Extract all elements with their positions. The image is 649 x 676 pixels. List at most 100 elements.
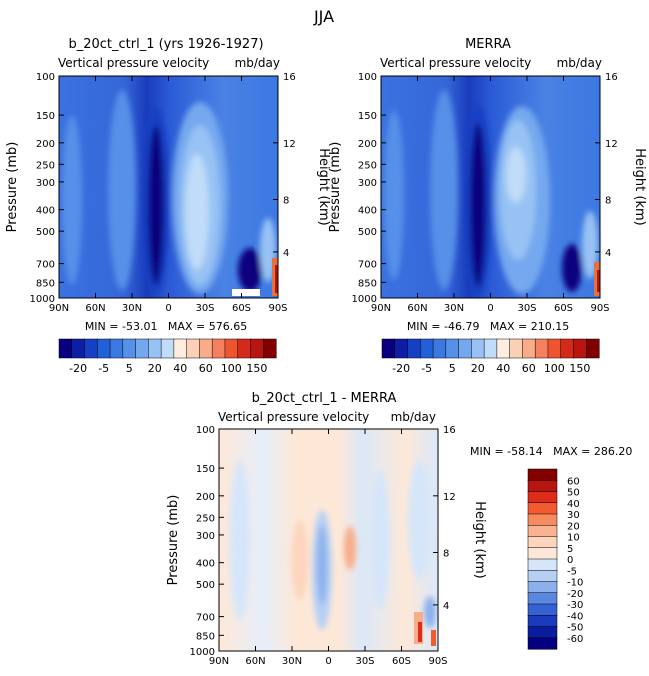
colorbar-swatch [527,570,558,583]
colorbar-swatch [527,581,558,594]
x-tick-label: 60N [85,303,105,314]
colorbar-swatch [527,536,558,549]
y-tick-label: 400 [358,206,377,217]
y-axis-label: Pressure (mb) [328,142,343,233]
field-neg-south-surface [424,596,436,628]
x-tick-label: 90N [371,303,391,314]
field-subsidence-core [470,123,486,287]
panel-title: b_20ct_ctrl_1 - MERRA [252,391,397,406]
colorbar-swatch [186,338,200,359]
colorbar-swatch [527,525,558,538]
y-tick-label: 300 [196,531,215,542]
colorbar-swatch [527,592,558,605]
y-tick-label: 200 [196,492,215,503]
colorbar-swatch [420,338,434,359]
y-tick-label: 1000 [190,647,215,658]
y-tick-label-right: 16 [605,72,618,83]
contour-field [219,429,438,651]
colorbar-label: 150 [569,362,590,375]
colorbar-swatch [527,626,558,639]
colorbar-label: -5 [98,362,109,375]
colorbar-label: -5 [567,566,577,577]
y-tick-label-right: 4 [283,248,289,259]
y-ticks-left: 100 150 200 250 300 400 500 700 850 1000 [190,425,224,658]
panel-title: b_20ct_ctrl_1 (yrs 1926-1927) [68,37,263,52]
colorbar-swatch [109,338,124,359]
x-tick-label: 90S [268,303,287,314]
x-tick-label: 60N [407,303,427,314]
y-tick-label: 150 [36,111,55,122]
panel-subtitle-left: Vertical pressure velocity [58,56,209,70]
field-subsidence-core [148,125,164,285]
y-axis-label: Pressure (mb) [166,495,181,586]
y-tick-label: 400 [196,559,215,570]
colorbar-swatch [496,338,511,359]
colorbar-label: 5 [567,544,573,555]
y-axis-label-right: Height (km) [316,148,331,225]
colorbar-swatch [394,338,409,359]
y-tick-label: 250 [36,160,55,171]
x-tick-label: 0 [325,656,331,667]
colorbar: -20 -5 5 20 40 60 100 150 [58,338,277,375]
colorbar-swatch [381,338,396,359]
x-tick-label: 0 [165,303,171,314]
colorbar-swatch [534,338,549,359]
colorbar-swatch [471,338,485,359]
stats-label: MIN = -46.79 MAX = 210.15 [407,320,569,333]
field-pos-30n [292,520,308,600]
colorbar-label: 5 [126,362,133,375]
colorbar-label: 100 [544,362,565,375]
colorbar-label: -60 [567,634,583,645]
y-tick-label-right: 4 [443,601,449,612]
colorbar-swatch [527,491,558,504]
field-light-band-north [62,115,82,285]
colorbar-label: -50 [567,623,583,634]
field-light-band-north [384,110,404,280]
colorbar-label: 20 [567,521,580,532]
colorbar-swatch [527,603,558,616]
y-tick-label-right: 16 [283,72,296,83]
y-tick-label: 700 [358,260,377,271]
x-tick-label: 30S [355,656,374,667]
field-light-band-mid [108,90,136,290]
colorbar-swatch [509,338,523,359]
colorbar-label: 60 [199,362,213,375]
y-tick-label: 700 [196,613,215,624]
y-axis-label-right: Height (km) [472,501,487,578]
y-tick-label: 700 [36,260,55,271]
panel-subtitle-left: Vertical pressure velocity [380,56,531,70]
contour-field [59,76,278,298]
colorbar-label: -20 [392,362,410,375]
colorbar-label: 50 [567,488,580,499]
colorbar-label: -30 [567,600,583,611]
y-tick-label: 300 [358,178,377,189]
colorbar-label: 40 [496,362,510,375]
field-neg-north [230,460,250,620]
colorbar-label: 150 [246,362,267,375]
panel-title: MERRA [465,37,511,52]
colorbar-swatch [527,468,558,481]
y-tick-label-right: 8 [443,548,449,559]
colorbar-swatch [527,480,558,493]
colorbar-swatch [211,338,226,359]
y-ticks-right: 16 12 8 4 [595,72,618,259]
y-tick-label: 100 [196,425,215,436]
y-tick-label-right: 12 [605,139,618,150]
colorbar-label: 100 [221,362,242,375]
colorbar-swatch [560,338,575,359]
colorbar-label: 60 [522,362,536,375]
colorbar-swatch [527,547,558,560]
figure-title: JJA [313,7,334,26]
y-tick-label: 500 [196,580,215,591]
x-tick-label: 30S [195,303,214,314]
y-ticks-right: 16 12 8 4 [273,72,296,259]
colorbar-swatch [458,338,472,359]
x-ticks: 90N 60N 30N 0 30S 60S 90S [49,76,288,314]
y-tick-label: 250 [196,513,215,524]
colorbar-swatch [160,338,175,359]
y-tick-label: 500 [358,227,377,238]
y-ticks-left: 100 150 200 250 300 400 500 700 850 1000 [352,72,386,305]
colorbar-swatch [224,338,239,359]
colorbar-swatch [71,338,86,359]
